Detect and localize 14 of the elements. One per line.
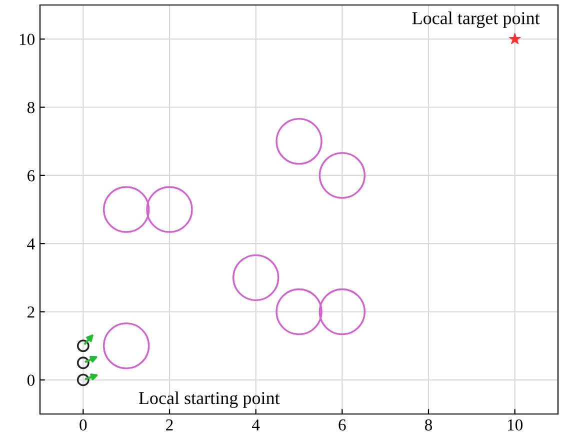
y-tick-label: 6 <box>28 170 35 182</box>
y-tick-label: 0 <box>27 374 35 386</box>
x-tick-label: 8 <box>424 419 432 431</box>
x-tick-label: 10 <box>508 419 523 431</box>
y-tick-label: 4 <box>27 238 35 250</box>
x-tick-label: 6 <box>338 419 346 431</box>
annotation: Local target point <box>412 12 540 28</box>
y-tick-label: 2 <box>28 306 34 318</box>
y-tick-label: 8 <box>27 102 35 114</box>
x-tick-label: 4 <box>252 419 260 430</box>
annotation: Local starting point <box>138 391 280 408</box>
y-tick-label: 10 <box>20 34 35 46</box>
x-tick-label: 2 <box>166 419 173 430</box>
x-tick-label: 0 <box>80 419 87 431</box>
